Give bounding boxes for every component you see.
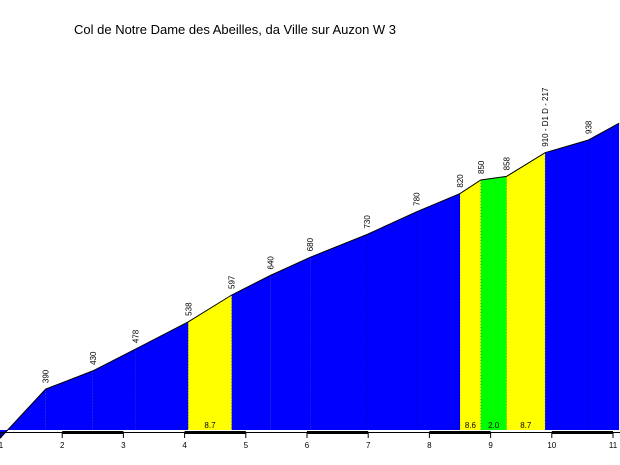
- km-scale-bar: [307, 431, 369, 434]
- profile-segment-5: [188, 295, 232, 430]
- profile-segment-11: [460, 180, 481, 430]
- x-tick-label: 4: [182, 441, 187, 450]
- profile-segment-14: [545, 140, 589, 430]
- profile-segment-12: [480, 176, 507, 430]
- gradient-label: 8.6: [465, 421, 477, 430]
- elevation-label: 390: [42, 369, 51, 383]
- elevation-label: 780: [413, 192, 422, 206]
- profile-segment-1: [0, 389, 46, 439]
- profile-segment-6: [231, 275, 271, 430]
- x-tick-label: 8: [427, 441, 432, 450]
- elevation-label: 538: [184, 302, 193, 316]
- km-scale-bar: [62, 431, 124, 434]
- profile-segment-7: [270, 257, 311, 430]
- profile-segment-13: [506, 152, 546, 430]
- km-scale-bar: [184, 431, 246, 434]
- elevation-label: 938: [585, 120, 594, 134]
- x-tick-label: 10: [547, 441, 556, 450]
- elevation-label: 858: [503, 156, 512, 170]
- x-tick-label: 5: [244, 441, 249, 450]
- profile-segment-3: [92, 349, 136, 430]
- elevation-label: 850: [477, 160, 486, 174]
- profile-segment-4: [135, 321, 189, 430]
- gradient-label: 8.7: [204, 421, 216, 430]
- x-tick-label: 6: [305, 441, 310, 450]
- elevation-label: 910 - D1 D - 217: [541, 87, 550, 147]
- profile-segment-10: [416, 193, 460, 430]
- elevation-label: 680: [306, 237, 315, 251]
- profile-outline: [0, 122, 620, 439]
- km-scale-bar: [429, 431, 491, 434]
- chart-title: Col de Notre Dame des Abeilles, da Ville…: [74, 22, 397, 37]
- gradient-label: 8.7: [520, 421, 532, 430]
- elevation-label: 597: [228, 275, 237, 289]
- profile-segment-15: [588, 123, 620, 430]
- profile-segment-2: [45, 370, 93, 430]
- x-tick-label: 11: [609, 441, 618, 450]
- elevation-label: 478: [132, 329, 141, 343]
- x-tick-label: 1: [0, 441, 4, 450]
- x-tick-label: 3: [121, 441, 126, 450]
- elevation-label: 820: [456, 174, 465, 188]
- x-tick-label: 2: [60, 441, 65, 450]
- elevation-label: 640: [266, 256, 275, 270]
- elevation-label: 730: [363, 215, 372, 229]
- profile-segment-8: [310, 234, 367, 430]
- gradient-label: 2.0: [488, 421, 500, 430]
- km-scale-bar: [551, 431, 613, 434]
- elevation-label: 430: [89, 351, 98, 365]
- x-tick-label: 7: [366, 441, 371, 450]
- profile-segment-9: [367, 211, 417, 430]
- x-tick-label: 9: [488, 441, 493, 450]
